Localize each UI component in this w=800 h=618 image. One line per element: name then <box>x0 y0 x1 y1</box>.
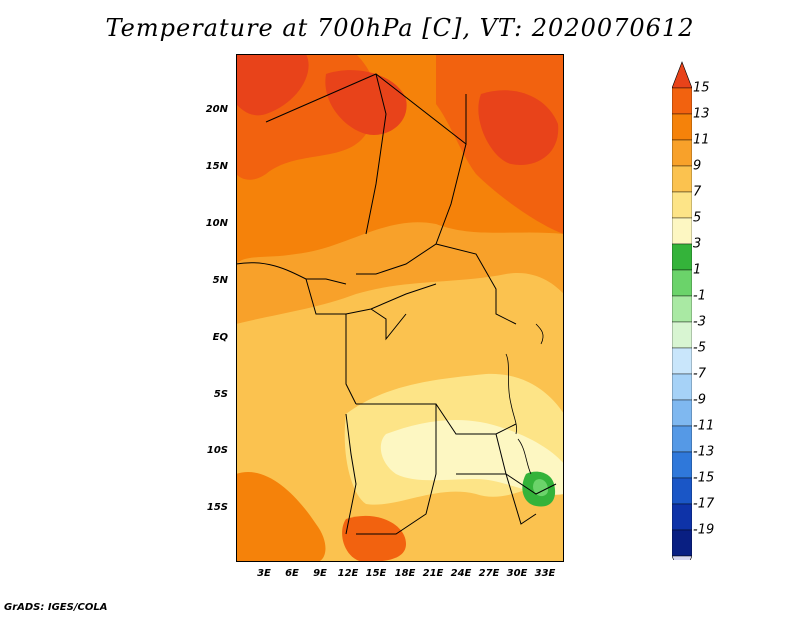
colorbar-label: -3 <box>693 314 706 330</box>
lon-label: 18E <box>394 568 416 579</box>
colorbar-segment <box>672 217 692 245</box>
colorbar-segment <box>672 347 692 375</box>
region-northeast-deep-red <box>478 90 559 165</box>
colorbar-segment <box>672 451 692 479</box>
colorbar-segment <box>672 529 692 557</box>
colorbar-top-arrow <box>672 61 692 89</box>
colorbar-segment <box>672 295 692 323</box>
chart-title: Temperature at 700hPa [C], VT: 202007061… <box>105 14 695 42</box>
lat-label: 10N <box>205 218 228 229</box>
lon-label: 33E <box>534 568 556 579</box>
country-borders <box>236 73 557 535</box>
lon-label: 27E <box>478 568 500 579</box>
lon-label: 3E <box>257 568 271 579</box>
colorbar-label: -15 <box>693 470 715 486</box>
colorbar-label: -19 <box>693 522 715 538</box>
lon-label: 15E <box>365 568 387 579</box>
region-lightgreen-patch <box>533 479 548 497</box>
colorbar-label: 13 <box>693 106 710 122</box>
map-frame <box>236 54 564 562</box>
colorbar-label: -9 <box>693 392 706 408</box>
lon-label: 21E <box>422 568 444 579</box>
region-southwest-orange <box>236 472 326 562</box>
colorbar-segment <box>672 477 692 505</box>
temperature-map <box>236 54 564 562</box>
lon-label: 6E <box>285 568 299 579</box>
lakes <box>505 323 544 475</box>
colorbar <box>672 61 692 560</box>
lon-label: 9E <box>313 568 327 579</box>
colorbar-label: 15 <box>693 80 710 96</box>
lat-label: 5N <box>212 275 228 286</box>
lat-label: 15S <box>206 502 228 513</box>
colorbar-label: 3 <box>693 236 702 252</box>
colorbar-label: -17 <box>693 496 715 512</box>
region-south-palest <box>380 419 564 495</box>
lat-label: 15N <box>205 161 228 172</box>
colorbar-label: -7 <box>693 366 706 382</box>
colorbar-segment <box>672 269 692 297</box>
colorbar-segment <box>672 165 692 193</box>
colorbar-label: 1 <box>693 262 702 278</box>
colorbar-label: 7 <box>693 184 702 200</box>
colorbar-segment <box>672 139 692 167</box>
colorbar-segment <box>672 425 692 453</box>
colorbar-segment <box>672 113 692 141</box>
colorbar-label: -5 <box>693 340 706 356</box>
lat-label: EQ <box>212 332 228 343</box>
colorbar-label: 5 <box>693 210 702 226</box>
lon-label: 30E <box>506 568 528 579</box>
colorbar-label: -11 <box>693 418 715 434</box>
colorbar-segment <box>672 373 692 401</box>
colorbar-segment <box>672 191 692 219</box>
lat-label: 5S <box>213 389 228 400</box>
colorbar-label: 9 <box>693 158 702 174</box>
lon-label: 12E <box>337 568 359 579</box>
colorbar-segment <box>672 321 692 349</box>
colorbar-label: -1 <box>693 288 706 304</box>
colorbar-label: -13 <box>693 444 715 460</box>
credit-text: GrADS: IGES/COLA <box>4 602 108 613</box>
region-north-deep-red-2 <box>325 70 407 135</box>
colorbar-segment <box>672 503 692 531</box>
colorbar-segment <box>672 399 692 427</box>
region-south-orange <box>342 515 406 562</box>
lon-label: 24E <box>450 568 472 579</box>
colorbar-label: 11 <box>693 132 710 148</box>
colorbar-bottom-arrow <box>672 555 692 560</box>
colorbar-segment <box>672 243 692 271</box>
lat-label: 20N <box>205 104 228 115</box>
region-northwest-deep-red <box>236 54 309 116</box>
lat-label: 10S <box>206 445 228 456</box>
colorbar-segment <box>672 87 692 115</box>
